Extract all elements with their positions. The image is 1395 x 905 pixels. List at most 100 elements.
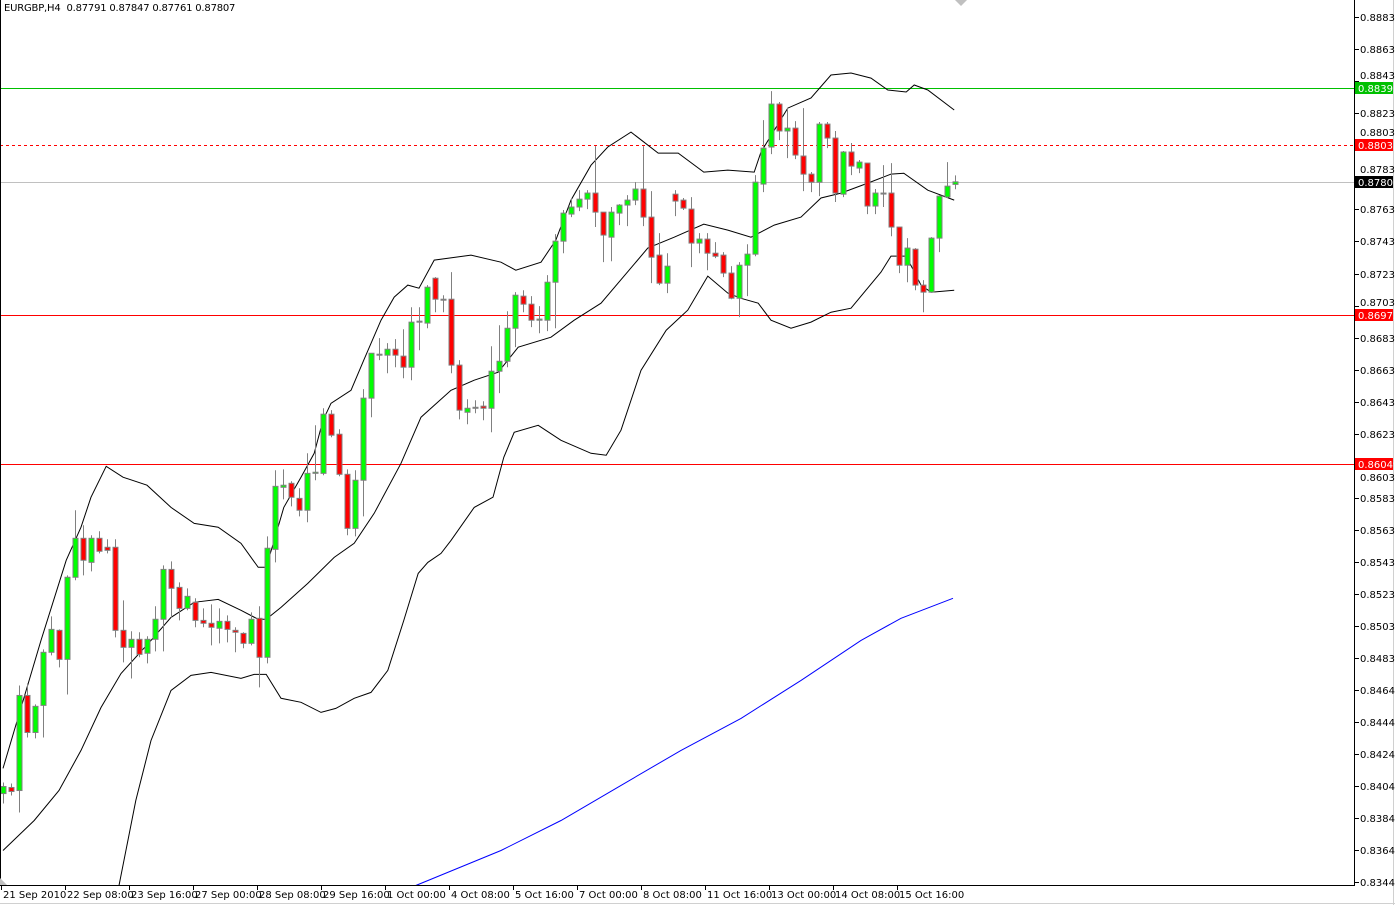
candle-body-bull <box>904 247 911 266</box>
candle <box>432 277 439 313</box>
candle <box>608 207 615 262</box>
candle <box>8 783 15 796</box>
candle-body-bear <box>920 284 927 293</box>
candle-body-bear <box>808 173 815 183</box>
candle-body-bear <box>656 254 663 284</box>
candle <box>680 198 687 211</box>
candle <box>16 685 23 813</box>
candle-body-bear <box>136 638 143 655</box>
candle-body-bull <box>16 694 23 792</box>
time-tick-label: 29 Sep 16:00 <box>323 890 390 901</box>
candle <box>616 204 623 226</box>
candle-body-bull <box>928 237 935 293</box>
candle-body-bear <box>8 786 15 792</box>
candle <box>720 252 727 278</box>
price-tick-label: 0.86635 <box>1360 366 1395 377</box>
candle <box>224 615 231 643</box>
price-tick-label: 0.86435 <box>1360 398 1395 409</box>
candle <box>536 306 543 334</box>
candle-body-bull <box>280 484 287 488</box>
candle <box>696 233 703 254</box>
price-tick-label: 0.88235 <box>1360 109 1395 120</box>
candle <box>712 242 719 259</box>
time-tick-label: 15 Oct 16:00 <box>899 890 964 901</box>
candle-body-bear <box>440 298 447 301</box>
candle-body-bull <box>696 238 703 244</box>
level-label: 0.86975 <box>1358 311 1395 322</box>
moving-average-line <box>415 597 954 886</box>
candle-body-bear <box>80 537 87 561</box>
candle <box>760 120 767 193</box>
candle-body-bear <box>848 151 855 167</box>
price-tick-label: 0.86835 <box>1360 334 1395 345</box>
candle-body-bear <box>640 188 647 218</box>
level-label: 0.86049 <box>1358 460 1395 471</box>
candle-body-bear <box>448 298 455 366</box>
candle <box>640 146 647 227</box>
candle-body-bull <box>608 211 615 238</box>
candle <box>272 470 279 563</box>
candle-body-bear <box>824 123 831 139</box>
time-tick-label: 4 Oct 08:00 <box>451 890 510 901</box>
candle-body-bull <box>936 195 943 239</box>
candle <box>808 172 815 193</box>
candle <box>912 248 919 291</box>
candle <box>840 151 847 198</box>
candle <box>848 143 855 176</box>
candle <box>64 575 71 695</box>
candle <box>504 311 511 368</box>
candle <box>416 307 423 351</box>
candle <box>824 122 831 149</box>
candle-body-bear <box>672 193 679 202</box>
candle-body-bear <box>704 238 711 254</box>
candle-body-bull <box>744 253 751 266</box>
price-tick-label: 0.87635 <box>1360 205 1395 216</box>
candle-body-bear <box>688 208 695 244</box>
candle <box>320 408 327 476</box>
chart-shift-marker-icon[interactable] <box>955 0 967 6</box>
candle-body-bear <box>256 617 263 658</box>
candle <box>368 352 375 418</box>
candle <box>96 531 103 554</box>
candle <box>88 535 95 572</box>
candle-body-bull <box>248 618 255 644</box>
candle-body-bear <box>232 629 239 633</box>
time-tick-label: 8 Oct 08:00 <box>643 890 702 901</box>
candle <box>880 165 887 208</box>
candle <box>248 612 255 646</box>
candle <box>776 101 783 141</box>
candle-body-bull <box>872 192 879 207</box>
candle <box>192 598 199 628</box>
candle <box>648 191 655 284</box>
level-label-box <box>1355 176 1393 188</box>
candle <box>112 539 119 638</box>
candle <box>512 292 519 348</box>
candle <box>688 197 695 268</box>
candle <box>352 470 359 537</box>
candle-body-bull <box>72 537 79 578</box>
price-tick-label: 0.83440 <box>1360 878 1395 889</box>
candle <box>216 608 223 644</box>
candle <box>664 253 671 294</box>
candle <box>472 400 479 414</box>
candle-body-bear <box>592 192 599 213</box>
candle-body-bull <box>144 638 151 654</box>
candle <box>656 233 663 286</box>
candle-body-bear <box>776 103 783 132</box>
candle <box>48 616 55 656</box>
candle <box>144 636 151 664</box>
level-price-labels: 0.88393 0.88035 0.87807 0.86975 0.86049 <box>1355 82 1395 471</box>
level-label: 0.87807 <box>1358 178 1395 189</box>
candle-body-bear <box>336 433 343 475</box>
candle-body-bear <box>328 413 335 436</box>
candle <box>544 275 551 332</box>
candle-body-bear <box>296 497 303 511</box>
candle-body-bull <box>184 595 191 609</box>
time-tick-label: 14 Oct 08:00 <box>835 890 900 901</box>
time-tick-label: 27 Sep 00:00 <box>195 890 262 901</box>
price-tick-label: 0.85635 <box>1360 526 1395 537</box>
